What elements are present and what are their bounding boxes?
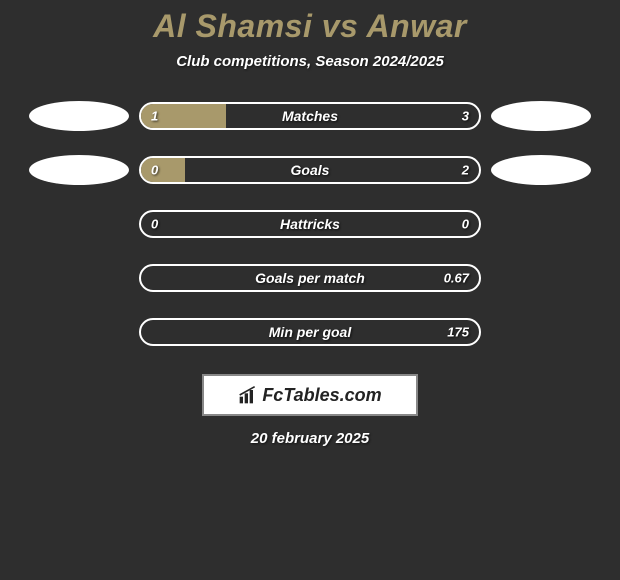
stat-row: Goals per match 0.67 (0, 260, 620, 296)
stat-bar: 1 Matches 3 (139, 102, 481, 130)
source-logo[interactable]: FcTables.com (202, 374, 418, 416)
stat-label: Matches (282, 108, 338, 124)
page-title: Al Shamsi vs Anwar (0, 8, 620, 45)
stat-row: 0 Hattricks 0 (0, 206, 620, 242)
player-avatar-right (491, 260, 591, 296)
date-caption: 20 february 2025 (0, 430, 620, 447)
stat-value-left: 1 (151, 109, 158, 124)
comparison-container: Al Shamsi vs Anwar Club competitions, Se… (0, 0, 620, 447)
player-avatar-right (491, 314, 591, 350)
stat-value-left: 0 (151, 163, 158, 178)
avatar-shape (29, 101, 129, 131)
stat-label: Goals (291, 162, 330, 178)
stat-rows: 1 Matches 3 0 Goals 2 0 Hattricks 0 Goals per mat… (0, 98, 620, 350)
player-avatar-left (29, 152, 129, 188)
stat-label: Hattricks (280, 216, 340, 232)
stat-value-right: 0 (462, 217, 469, 232)
stat-value-right: 0.67 (444, 271, 469, 286)
stat-value-right: 175 (447, 325, 469, 340)
avatar-shape (491, 101, 591, 131)
stat-row: 0 Goals 2 (0, 152, 620, 188)
player-avatar-left (29, 206, 129, 242)
logo-text: FcTables.com (262, 385, 381, 406)
stat-bar: 0 Goals 2 (139, 156, 481, 184)
stat-value-right: 2 (462, 163, 469, 178)
avatar-shape (29, 155, 129, 185)
avatar-shape (491, 155, 591, 185)
stat-label: Goals per match (255, 270, 365, 286)
stat-value-right: 3 (462, 109, 469, 124)
bar-chart-icon (238, 385, 258, 405)
stat-row: Min per goal 175 (0, 314, 620, 350)
player-avatar-right (491, 152, 591, 188)
stat-label: Min per goal (269, 324, 351, 340)
player-avatar-right (491, 98, 591, 134)
player-avatar-right (491, 206, 591, 242)
stat-bar: Goals per match 0.67 (139, 264, 481, 292)
stat-value-left: 0 (151, 217, 158, 232)
player-avatar-left (29, 98, 129, 134)
player-avatar-left (29, 314, 129, 350)
stat-bar-fill (141, 158, 185, 182)
page-subtitle: Club competitions, Season 2024/2025 (0, 53, 620, 70)
stat-bar: 0 Hattricks 0 (139, 210, 481, 238)
stat-row: 1 Matches 3 (0, 98, 620, 134)
player-avatar-left (29, 260, 129, 296)
stat-bar: Min per goal 175 (139, 318, 481, 346)
